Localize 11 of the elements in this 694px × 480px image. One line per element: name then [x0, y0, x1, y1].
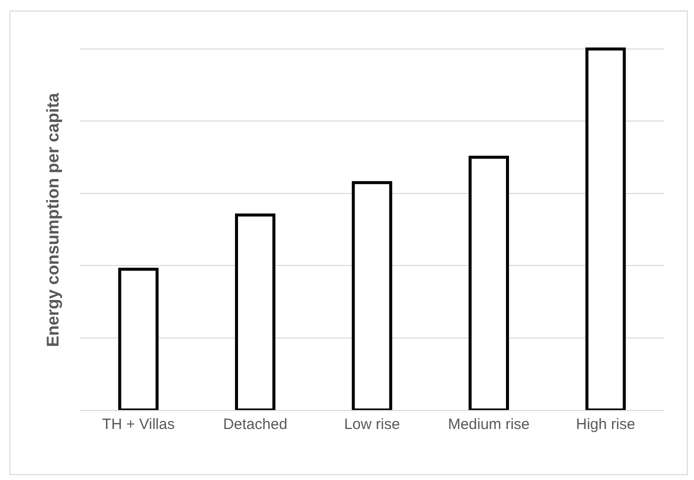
- x-tick-label: High rise: [576, 416, 636, 433]
- bar: [235, 214, 276, 410]
- x-tick-label: Medium rise: [448, 416, 530, 433]
- bar: [118, 268, 159, 410]
- y-axis-title: Energy consumption per capita: [44, 92, 63, 348]
- bar: [352, 181, 392, 410]
- bar: [585, 48, 626, 410]
- x-tick-label: Detached: [223, 416, 288, 433]
- x-tick-label: TH + Villas: [102, 416, 175, 433]
- x-tick-label: Low rise: [344, 416, 400, 433]
- bar: [468, 156, 509, 410]
